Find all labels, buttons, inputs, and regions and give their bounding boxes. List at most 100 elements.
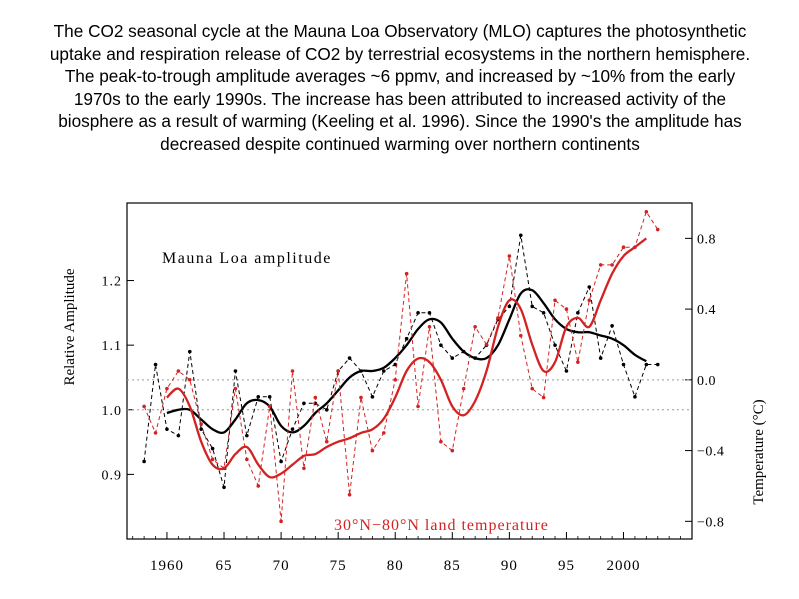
temperature-annual-point xyxy=(336,369,340,373)
temperature-annual-point xyxy=(461,386,466,391)
temperature-annual-point xyxy=(507,254,512,258)
amplitude-annual-point xyxy=(324,407,329,412)
amplitude-annual-point xyxy=(610,323,614,328)
amplitude-annual-point xyxy=(416,311,420,315)
right-axis-label: Temperature (°C) xyxy=(751,399,767,504)
amplitude-annual-point xyxy=(530,304,535,309)
temperature-annual-point xyxy=(324,439,329,444)
temperature-annual-point xyxy=(518,333,523,338)
amplitude-annual-point xyxy=(518,233,523,238)
temperature-annual-point xyxy=(439,439,443,444)
temperature-annual-point xyxy=(313,395,318,400)
amplitude-annual-point xyxy=(553,343,557,347)
amplitude-annual-point xyxy=(427,311,432,315)
amplitude-series-label: Mauna Loa amplitude xyxy=(162,250,332,267)
x-tick-label: 1960 xyxy=(150,558,184,574)
temperature-annual-point xyxy=(530,386,535,391)
temperature-annual-point xyxy=(393,378,398,382)
amplitude-annual-point xyxy=(644,362,649,367)
temperature-annual-point xyxy=(450,448,455,453)
amplitude-annual-point xyxy=(633,395,637,399)
temperature-annual-point xyxy=(233,386,238,391)
right-tick-label: −0.8 xyxy=(697,515,724,530)
amplitude-annual-point xyxy=(393,362,398,367)
temperature-annual-point xyxy=(199,422,203,426)
right-tick-label: 0.0 xyxy=(697,374,716,389)
amplitude-annual-point xyxy=(199,427,203,431)
temperature-annual-point xyxy=(655,227,660,232)
temperature-annual-point xyxy=(245,457,249,462)
temperature-annual-point xyxy=(153,431,158,435)
left-tick-label: 0.9 xyxy=(102,468,123,483)
temperature-annual-point xyxy=(382,431,386,435)
temperature-annual-point xyxy=(484,342,489,347)
amplitude-annual-point xyxy=(439,343,443,347)
temperature-annual-point xyxy=(564,307,569,311)
amplitude-annual-point xyxy=(382,369,386,373)
temperature-annual-point xyxy=(621,245,626,250)
amplitude-annual-point xyxy=(210,446,215,451)
x-tick-label: 70 xyxy=(273,558,290,574)
amplitude-annual-point xyxy=(222,485,226,490)
amplitude-annual-point xyxy=(541,311,546,315)
temperature-annual-point xyxy=(644,210,649,214)
temperature-annual-point xyxy=(187,378,192,382)
left-axis-label: Relative Amplitude xyxy=(62,268,78,385)
amplitude-annual-point xyxy=(598,356,603,360)
temperature-annual-point xyxy=(553,298,557,303)
temperature-annual-point xyxy=(347,492,352,497)
amplitude-annual-point xyxy=(587,285,592,289)
amplitude-annual-point xyxy=(655,362,660,367)
grid-layer xyxy=(127,379,692,411)
amplitude-annual-point xyxy=(370,395,375,399)
amplitude-annual-point xyxy=(233,369,238,373)
amplitude-annual-point xyxy=(153,362,158,367)
amplitude-annual-point xyxy=(290,427,295,431)
amplitude-annual-point xyxy=(165,427,169,431)
right-tick-label: −0.4 xyxy=(697,445,724,460)
left-tick-label: 1.0 xyxy=(102,404,123,419)
x-tick-label: 90 xyxy=(501,558,518,574)
ticks-layer: 1960 65 70 75 80 85 90 95 2000 0.9 1.0 1.1 1.2 0.8 0.4… xyxy=(102,232,724,574)
amplitude-annual-point xyxy=(576,311,580,315)
amplitude-annual-point xyxy=(564,369,569,373)
x-tick-label: 95 xyxy=(558,558,575,574)
x-tick-label: 2000 xyxy=(607,558,641,574)
amplitude-annual-point xyxy=(302,401,306,406)
x-tick-label: 65 xyxy=(216,558,233,574)
temperature-annual-point xyxy=(142,404,146,409)
temperature-annual-point xyxy=(279,519,283,524)
amplitude-annual-point xyxy=(245,433,249,438)
temperature-annual-point xyxy=(290,369,295,373)
amplitude-annual-point xyxy=(267,395,272,399)
left-tick-label: 1.1 xyxy=(102,339,123,354)
temperature-annual-point xyxy=(267,404,272,409)
temperature-annual-point xyxy=(598,263,603,267)
temperature-annual-point xyxy=(256,484,261,488)
amplitude-annual-point xyxy=(279,459,283,464)
temperature-annual-point xyxy=(302,466,306,471)
temperature-annual-point xyxy=(473,324,477,329)
temperature-annual-point xyxy=(576,360,580,364)
temperature-annual-point xyxy=(176,369,181,373)
temperature-series-label: 30°N−80°N land temperature xyxy=(334,517,549,534)
temperature-annual-point xyxy=(404,271,409,276)
x-tick-label: 85 xyxy=(444,558,461,574)
temperature-annual-point xyxy=(427,324,432,329)
amplitude-annual-line xyxy=(143,235,658,488)
amplitude-annual-point xyxy=(142,459,146,464)
x-tick-label: 80 xyxy=(387,558,404,574)
left-tick-label: 1.2 xyxy=(102,275,123,290)
series-layer xyxy=(142,210,660,524)
x-tick-label: 75 xyxy=(330,558,347,574)
caption: The CO2 seasonal cycle at the Mauna Loa … xyxy=(49,21,751,154)
temperature-annual-line xyxy=(143,210,659,522)
temperature-annual-point xyxy=(359,395,363,400)
right-tick-label: 0.8 xyxy=(697,232,716,247)
temperature-annual-point xyxy=(416,404,420,409)
temperature-annual-point xyxy=(370,448,375,453)
amplitude-annual-point xyxy=(507,304,512,309)
amplitude-annual-point xyxy=(176,433,181,438)
temperature-smoothed-line xyxy=(166,237,647,479)
